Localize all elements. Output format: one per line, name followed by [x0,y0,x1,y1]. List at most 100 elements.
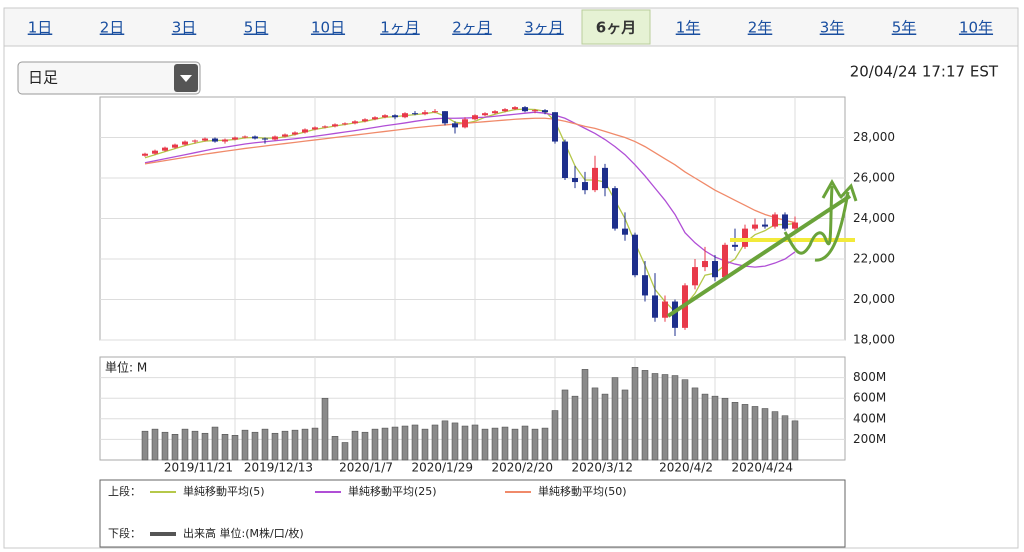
volume-bar [211,426,219,461]
candle-body [202,138,208,141]
volume-bar [661,374,669,461]
tab-label[interactable]: 5年 [892,19,917,37]
volume-bar [641,370,649,461]
tab-label[interactable]: 2日 [100,19,125,37]
moving-average-line [144,117,796,224]
candle-body [762,224,768,227]
volume-bar [701,393,709,461]
candle-body [362,119,368,122]
hand-annotations [666,178,858,318]
candle-body [622,228,628,235]
candle-body [632,234,638,276]
x-tick-label: 2020/4/24 [731,461,793,475]
tab-label[interactable]: 10年 [959,19,993,37]
candle-body [582,182,588,191]
candle-body [552,112,558,142]
volume-bar [201,432,209,461]
moving-average-line [144,111,796,268]
candle-body [372,117,378,120]
y-tick-label: 600M [853,391,886,405]
tab-label[interactable]: 3ヶ月 [524,19,564,37]
volume-bar [231,435,239,461]
candle-body [482,113,488,116]
volume-bar [651,373,659,461]
volume-bar [751,406,759,461]
tab[interactable]: 1年 [676,19,701,37]
tab[interactable]: 3ヶ月 [524,19,564,37]
volume-bar [681,379,689,461]
candle-body [192,140,198,142]
y-tick-label: 20,000 [853,292,895,306]
candle-body [562,141,568,178]
candle-body [322,126,328,128]
volume-bar [251,431,259,461]
tab-bar [3,7,1019,47]
tab[interactable]: 2ヶ月 [452,19,492,37]
volume-bar [791,420,799,461]
dropdown-arrow [180,75,192,82]
candle-body [702,261,708,268]
tab[interactable]: 10年 [959,19,993,37]
tab-label[interactable]: 3日 [172,19,197,37]
volume-bar [631,367,639,461]
tab-label[interactable]: 3年 [820,19,845,37]
tab[interactable]: 3年 [820,19,845,37]
tabs: 1日 2日 3日 5日 10日 1ヶ月 2ヶ月 3ヶ月 6ヶ月 1年 2年 3年 5年 10年 [28,9,993,45]
tab[interactable]: 2年 [748,19,773,37]
volume-bar [241,429,249,461]
tab-label[interactable]: 1年 [676,19,701,37]
timestamp: 20/04/24 17:17 EST [850,63,999,81]
volume-bar [671,375,679,461]
x-tick-label: 2019/11/21 [164,461,233,475]
tab-label[interactable]: 1ヶ月 [380,19,420,37]
tab-label[interactable]: 2ヶ月 [452,19,492,37]
tab-label[interactable]: 10日 [311,19,345,37]
tab[interactable]: 5日 [244,19,269,37]
y-tick-label: 26,000 [853,171,895,185]
x-tick-label: 2020/3/12 [571,461,633,475]
tab[interactable]: 3日 [172,19,197,37]
volume-bar [461,425,469,461]
candle-body [662,301,668,318]
y-tick-label: 200M [853,432,886,446]
tab[interactable]: 1日 [28,19,53,37]
candle-body [332,124,338,127]
volume-bar [221,434,229,461]
volume-bar [261,428,269,461]
candle-body [712,261,718,278]
annotation-curve [783,185,834,255]
volume-bar [451,422,459,461]
candle-body [782,214,788,229]
tab[interactable]: 2日 [100,19,125,37]
volume-bar [401,425,409,461]
tab[interactable]: 10日 [311,19,345,37]
volume-bar [321,397,329,461]
legend-entry: 出来高 単位:(M株/口/枚) [183,526,304,540]
tab-label[interactable]: 5日 [244,19,269,37]
tab-label[interactable]: 2年 [748,19,773,37]
volume-bar [531,428,539,461]
y-tick-label: 18,000 [853,333,895,347]
dropdown[interactable]: 日足 [17,61,201,95]
volume-bar [471,424,479,461]
volume-bar [151,428,159,461]
tab[interactable]: 5年 [892,19,917,37]
tab-label[interactable]: 6ヶ月 [596,19,636,37]
candle-body [432,111,438,113]
annotation-arrow [821,178,842,199]
tab[interactable]: 1ヶ月 [380,19,420,37]
volume-bar [411,424,419,461]
volume-bar [511,428,519,461]
tab-active-bg[interactable] [581,9,651,45]
volume-bar [591,387,599,461]
tab-label[interactable]: 1日 [28,19,53,37]
volume-bar [161,431,169,461]
volume-bar [371,428,379,461]
volume-bar [481,428,489,461]
x-tick-label: 2019/12/13 [244,461,313,475]
dropdown-box[interactable] [17,61,201,95]
candle-body [142,153,148,156]
tab[interactable]: 6ヶ月 [581,9,651,45]
volume-bar [331,436,339,461]
